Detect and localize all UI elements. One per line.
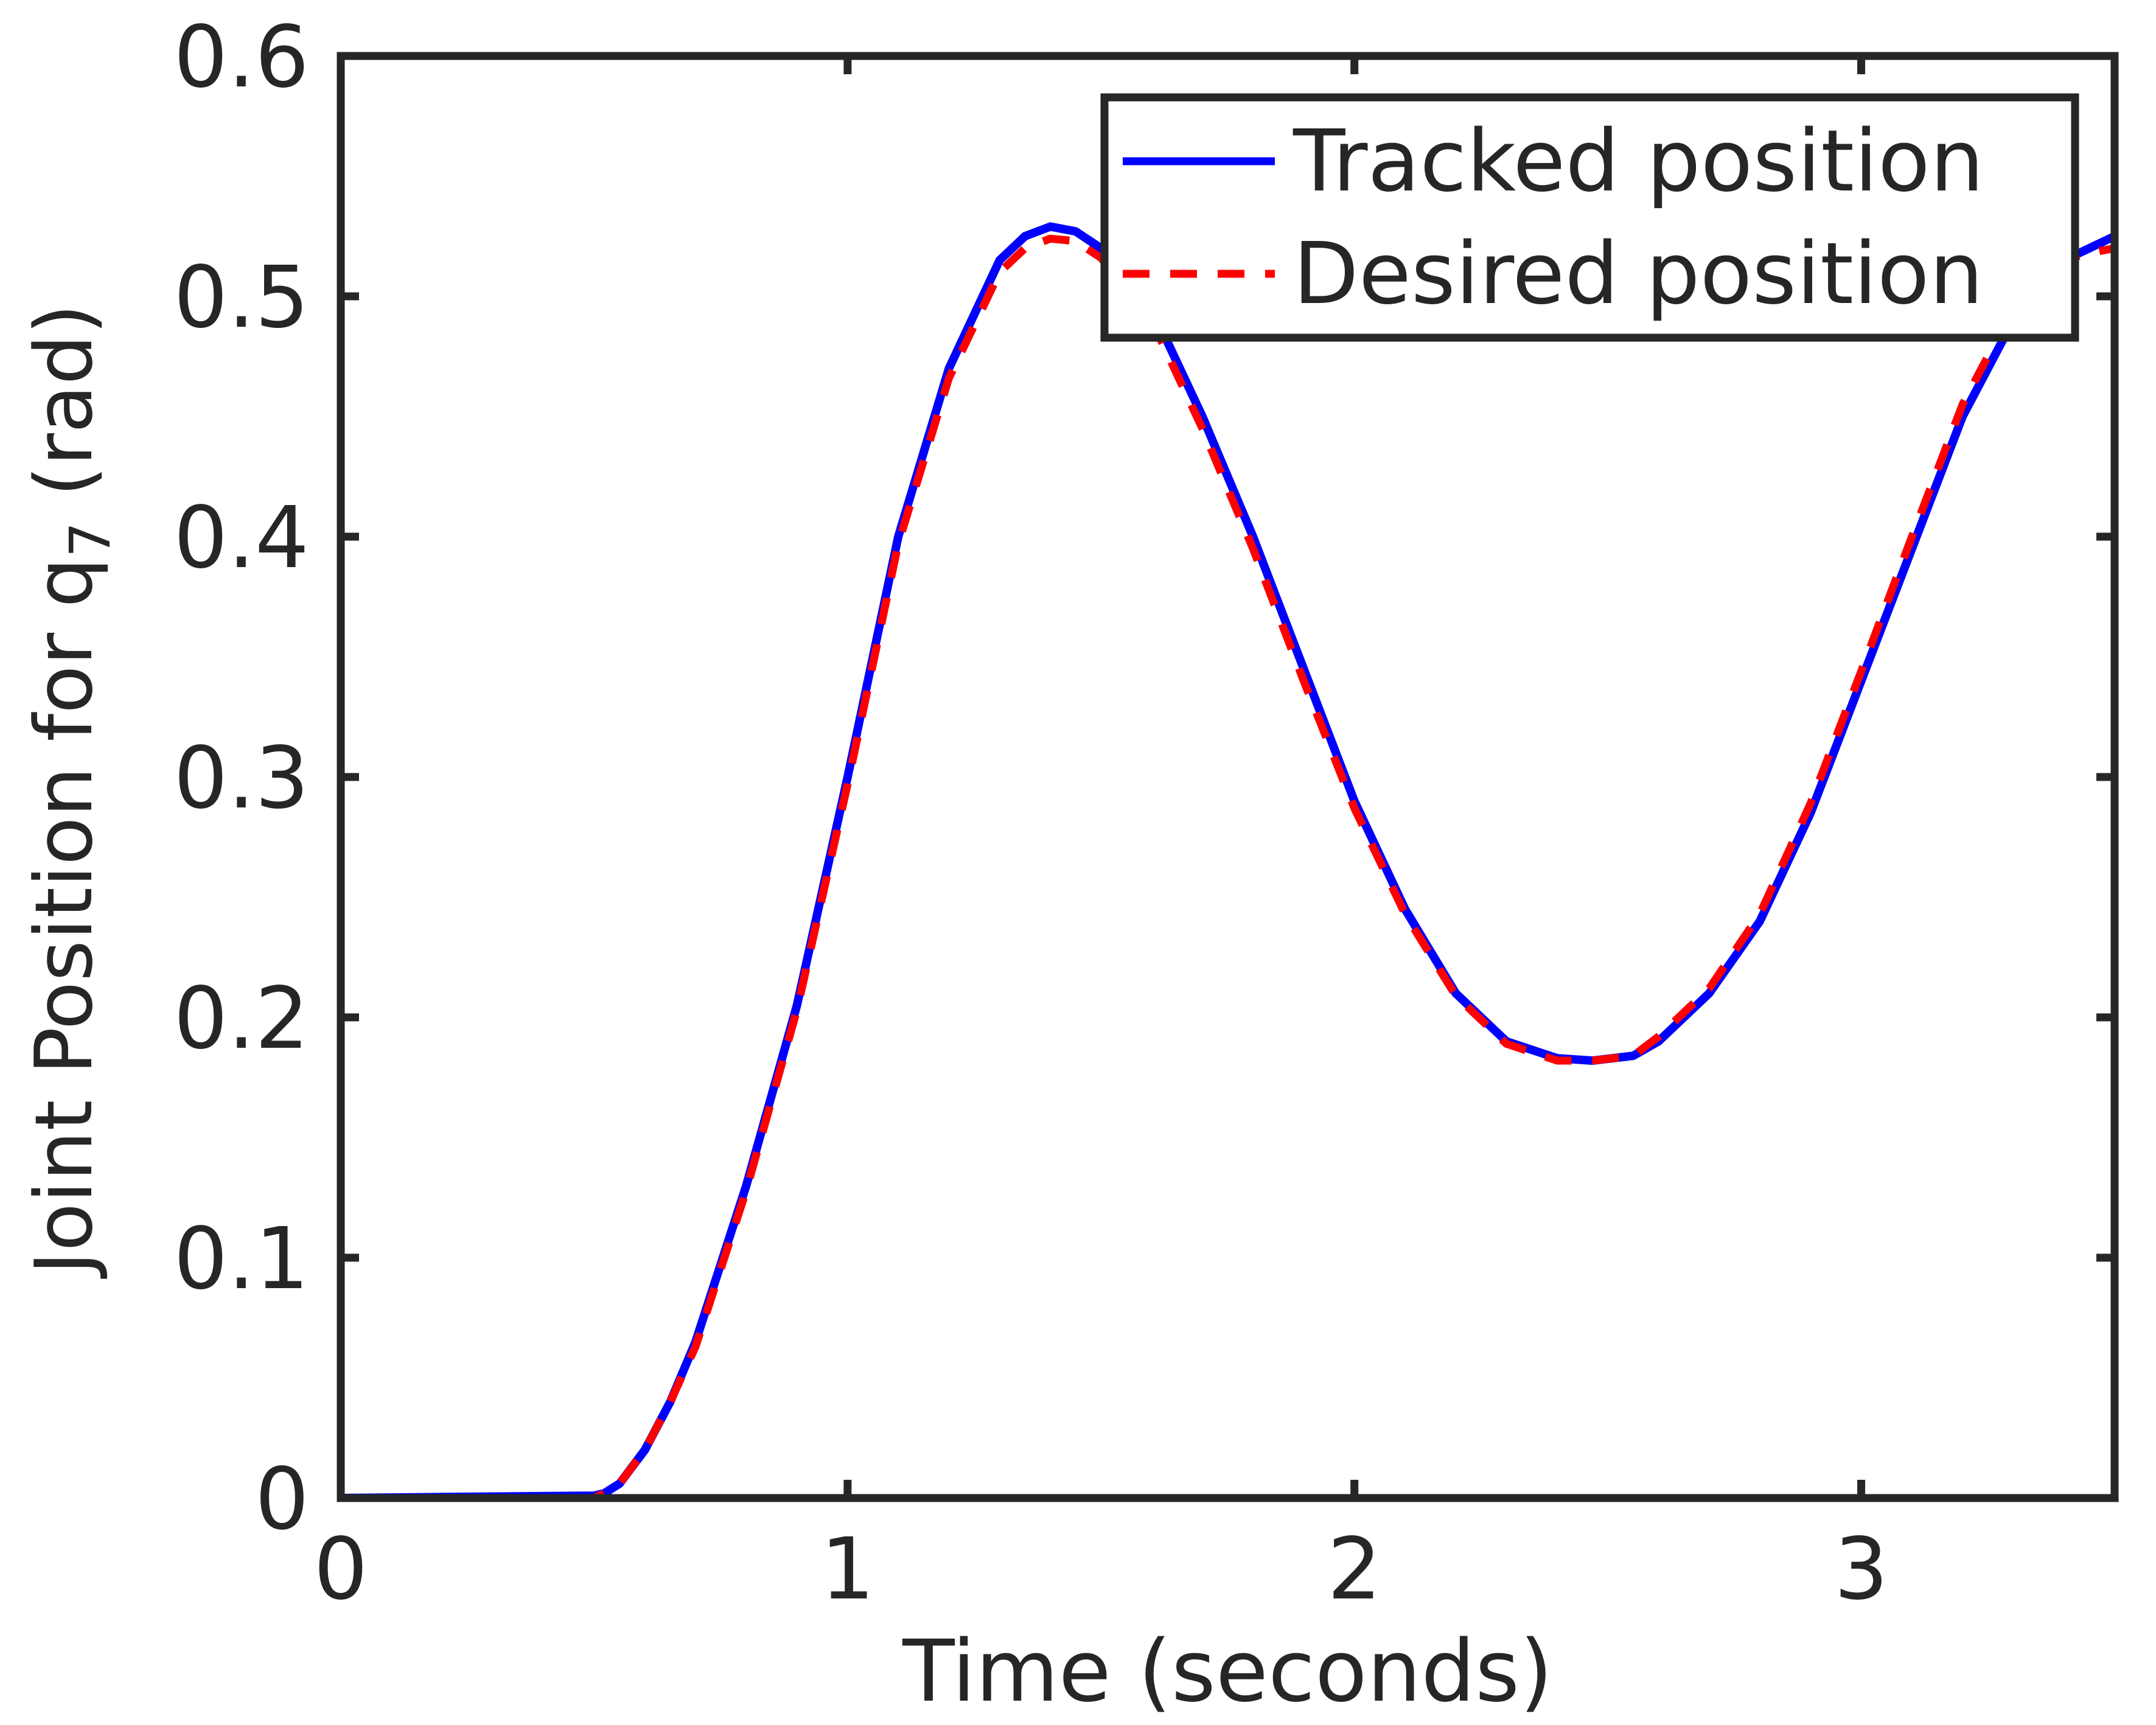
y-axis-label-unit: (rad) [18,304,110,521]
y-tick-label: 0.1 [173,1210,309,1309]
y-tick-label: 0.6 [173,8,309,107]
x-axis-label: Time (seconds) [902,1622,1553,1721]
y-axis-label: Joint Position for q7 (rad) [18,304,123,1279]
y-axis-label-subscript: 7 [58,522,123,558]
legend: Tracked position Desired position [1100,93,2079,342]
y-tick-label: 0.2 [173,969,309,1068]
x-tick-label: 2 [1327,1520,1381,1619]
y-tick-label: 0 [255,1450,309,1549]
legend-label: Desired position [1293,225,1983,324]
axes: 0 1 2 3 0 0.1 0.2 0.3 0.4 0.5 0.6 [173,8,2119,1619]
series-group [341,222,2115,1498]
x-tick-label: 3 [1834,1520,1888,1619]
x-tick-label: 0 [313,1520,368,1619]
y-tick-label: 0.3 [173,729,309,828]
y-tick-label: 0.4 [173,489,309,588]
y-axis-label-text: Joint Position for q [18,557,110,1279]
x-tick-label: 1 [820,1520,874,1619]
y-tick-label: 0.5 [173,248,309,347]
plot-area [341,222,2115,1498]
legend-label: Tracked position [1293,112,1984,211]
series-line-tracked-position [341,222,2115,1498]
legend-box [1100,93,2079,342]
